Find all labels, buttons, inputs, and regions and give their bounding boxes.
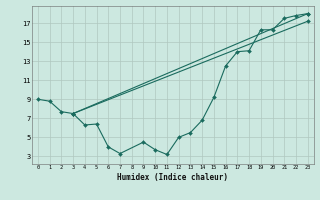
X-axis label: Humidex (Indice chaleur): Humidex (Indice chaleur) (117, 173, 228, 182)
